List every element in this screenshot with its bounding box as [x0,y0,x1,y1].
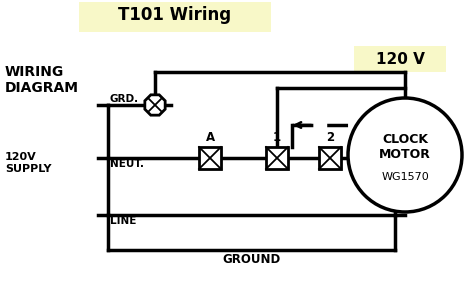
Text: 2: 2 [326,131,334,144]
FancyBboxPatch shape [79,2,271,32]
Text: 120V
SUPPLY: 120V SUPPLY [5,152,52,174]
Text: LINE: LINE [110,216,136,226]
Text: 1: 1 [273,131,281,144]
Text: GRD.: GRD. [110,94,139,104]
Text: T101 Wiring: T101 Wiring [118,6,232,24]
Bar [266,147,288,169]
Text: A: A [205,131,215,144]
Circle shape [348,98,462,212]
Text: NEUT.: NEUT. [110,159,144,169]
Polygon shape [145,95,165,115]
Bar [319,147,341,169]
FancyBboxPatch shape [354,46,446,72]
Text: TO
LOAD: TO LOAD [409,176,443,197]
Text: GROUND: GROUND [222,253,281,266]
Text: WG1570: WG1570 [381,172,429,182]
Text: WIRING
DIAGRAM: WIRING DIAGRAM [5,65,79,95]
Text: 120 V: 120 V [376,52,424,67]
Text: CLOCK
MOTOR: CLOCK MOTOR [379,133,431,161]
Bar [199,147,221,169]
